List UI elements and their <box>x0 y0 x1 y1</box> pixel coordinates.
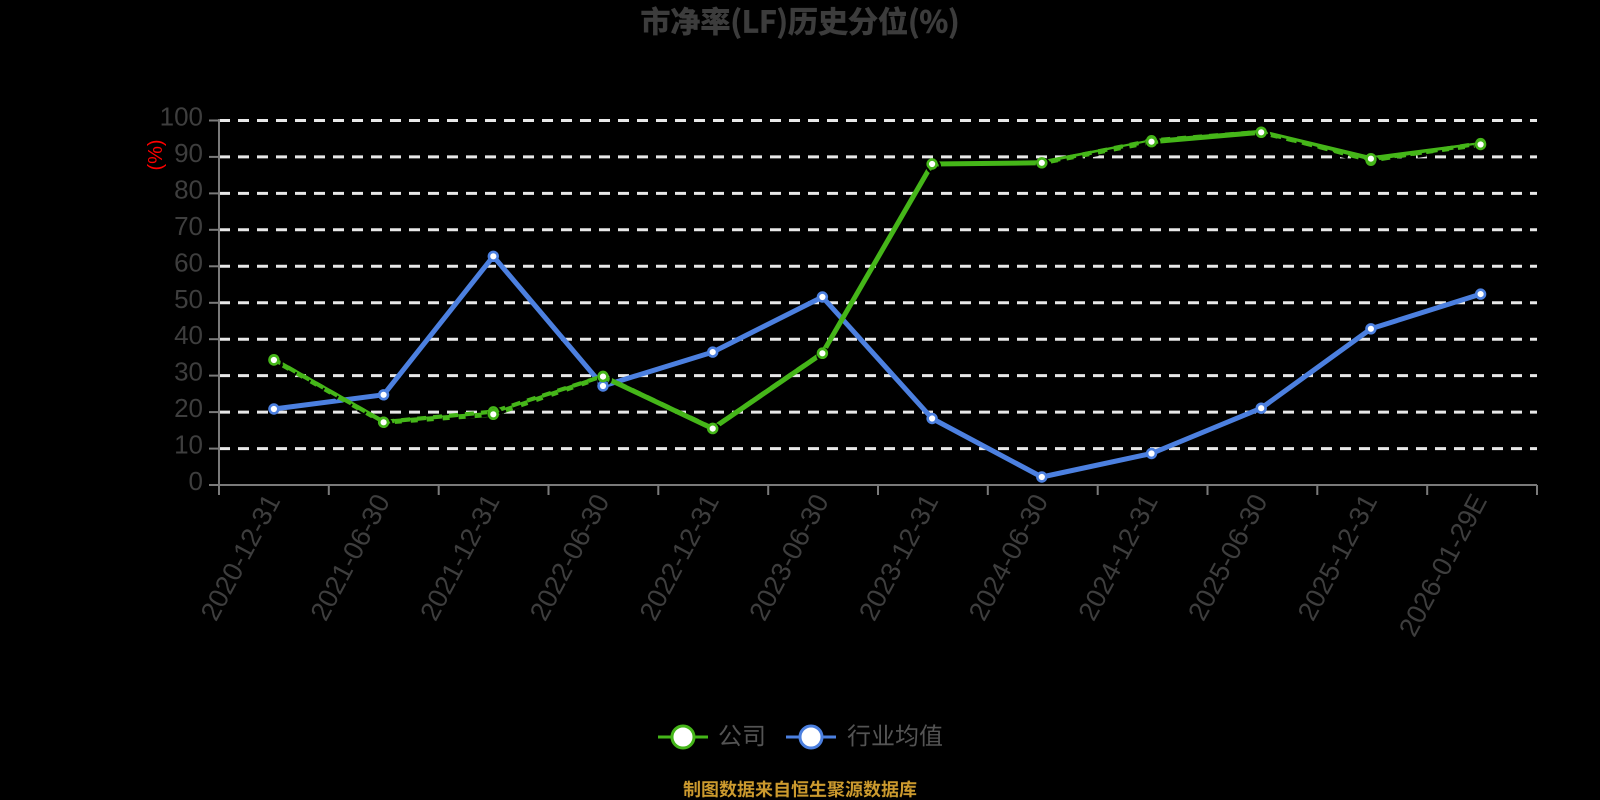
svg-text:10: 10 <box>174 430 203 460</box>
svg-text:50: 50 <box>174 284 203 314</box>
svg-text:40: 40 <box>174 320 203 350</box>
svg-text:80: 80 <box>174 174 203 204</box>
svg-text:0: 0 <box>189 466 203 496</box>
svg-text:(%): (%) <box>145 139 167 170</box>
svg-text:20: 20 <box>174 393 203 423</box>
svg-text:90: 90 <box>174 138 203 168</box>
svg-text:30: 30 <box>174 357 203 387</box>
svg-text:70: 70 <box>174 211 203 241</box>
svg-text:100: 100 <box>160 102 203 132</box>
svg-text:60: 60 <box>174 247 203 277</box>
